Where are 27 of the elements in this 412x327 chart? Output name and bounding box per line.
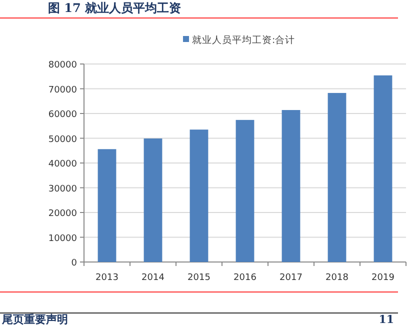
y-tick-label: 70000	[48, 85, 78, 96]
y-tick-label: 40000	[48, 160, 78, 170]
bar	[374, 75, 392, 262]
y-tick-label: 0	[71, 258, 78, 268]
legend-label: 就业人员平均工资:合计	[192, 34, 296, 46]
bar	[282, 110, 300, 262]
text: 尾页重要声明	[1, 313, 68, 326]
x-tick-label: 2019	[372, 273, 395, 283]
x-tick-label: 2018	[326, 273, 349, 283]
chart-title: 图 17 就业人员平均工资	[48, 1, 182, 15]
bar	[144, 138, 162, 262]
x-tick-label: 2017	[280, 273, 302, 283]
bar	[98, 149, 116, 262]
x-tick-label: 2014	[142, 273, 165, 283]
text: 11	[378, 313, 394, 326]
y-tick-label: 50000	[48, 134, 78, 145]
y-tick-label: 30000	[48, 184, 78, 194]
y-tick-label: 20000	[48, 209, 78, 219]
y-tick-label: 60000	[48, 110, 78, 120]
bar	[190, 130, 208, 262]
bar	[328, 92, 346, 262]
x-tick-label: 2013	[96, 273, 118, 283]
y-tick-label: 10000	[48, 234, 78, 244]
x-tick-label: 2015	[188, 273, 210, 283]
bar	[236, 120, 254, 262]
x-tick-label: 2016	[234, 273, 257, 283]
y-tick-label: 80000	[48, 60, 78, 70]
